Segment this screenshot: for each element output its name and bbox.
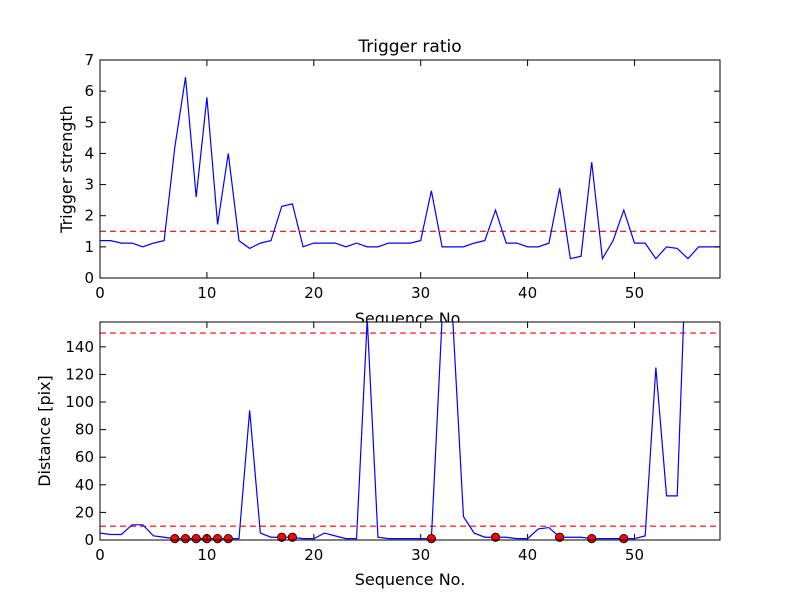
data-point-marker <box>287 532 298 542</box>
x-tick-label: 20 <box>304 284 323 302</box>
x-tick-label: 10 <box>197 546 216 564</box>
y-tick-label: 1 <box>84 238 94 256</box>
data-point-marker <box>426 534 436 544</box>
y-tick-label: 0 <box>84 531 94 549</box>
x-tick-label: 30 <box>411 284 430 302</box>
x-tick-label: 10 <box>197 284 216 302</box>
chart-title: Trigger ratio <box>357 37 461 57</box>
data-point-marker <box>555 532 565 542</box>
y-tick-label: 4 <box>84 144 94 162</box>
x-axis-label: Sequence No. <box>355 570 466 589</box>
data-point-marker <box>191 534 201 544</box>
y-axis-ticks: 0 1 2 3 4 5 6 7 <box>84 51 720 287</box>
y-tick-label: 140 <box>65 338 94 356</box>
x-tick-label: 40 <box>518 284 537 302</box>
x-axis-ticks: 0 10 20 30 40 50 <box>95 322 644 564</box>
y-axis-ticks: 0 20 40 60 80 100 120 140 <box>65 338 720 549</box>
plot-area <box>100 60 720 278</box>
y-tick-label: 3 <box>84 176 94 194</box>
y-tick-label: 120 <box>65 365 94 383</box>
x-tick-label: 40 <box>518 546 537 564</box>
series-line <box>100 77 720 261</box>
y-tick-label: 0 <box>84 269 94 287</box>
x-tick-label: 30 <box>411 546 430 564</box>
data-point-marker <box>619 534 629 544</box>
data-point-marker <box>277 532 287 542</box>
y-axis-label: Distance [pix] <box>35 375 54 487</box>
y-tick-label: 2 <box>84 207 94 225</box>
y-tick-label: 6 <box>84 82 94 100</box>
plot-frame <box>99 59 721 279</box>
data-point-marker <box>587 534 597 544</box>
marker-group <box>170 532 629 544</box>
y-axis-label: Trigger strength <box>57 105 76 234</box>
plot-area <box>100 322 720 540</box>
y-tick-label: 60 <box>75 448 94 466</box>
x-axis-ticks: 0 10 20 30 40 50 <box>95 60 644 302</box>
x-tick-label: 0 <box>95 546 105 564</box>
y-tick-label: 80 <box>75 421 94 439</box>
x-tick-label: 50 <box>625 284 644 302</box>
data-point-marker <box>223 534 233 544</box>
y-tick-label: 5 <box>84 113 94 131</box>
y-tick-label: 100 <box>65 393 94 411</box>
x-tick-label: 50 <box>625 546 644 564</box>
data-point-marker <box>490 532 501 542</box>
x-tick-label: 20 <box>304 546 323 564</box>
data-point-marker <box>180 534 191 544</box>
threshold-lines <box>100 332 720 527</box>
chart-distance: 0 10 20 30 40 50 0 20 40 60 80 100 120 140 Sequence … <box>35 321 721 589</box>
data-point-marker <box>170 534 180 544</box>
series-group <box>100 77 720 261</box>
x-tick-label: 0 <box>95 284 105 302</box>
y-tick-label: 7 <box>84 51 94 69</box>
y-tick-label: 20 <box>75 503 94 521</box>
data-point-marker <box>212 534 223 544</box>
y-tick-label: 40 <box>75 476 94 494</box>
plot-frame <box>99 321 721 541</box>
